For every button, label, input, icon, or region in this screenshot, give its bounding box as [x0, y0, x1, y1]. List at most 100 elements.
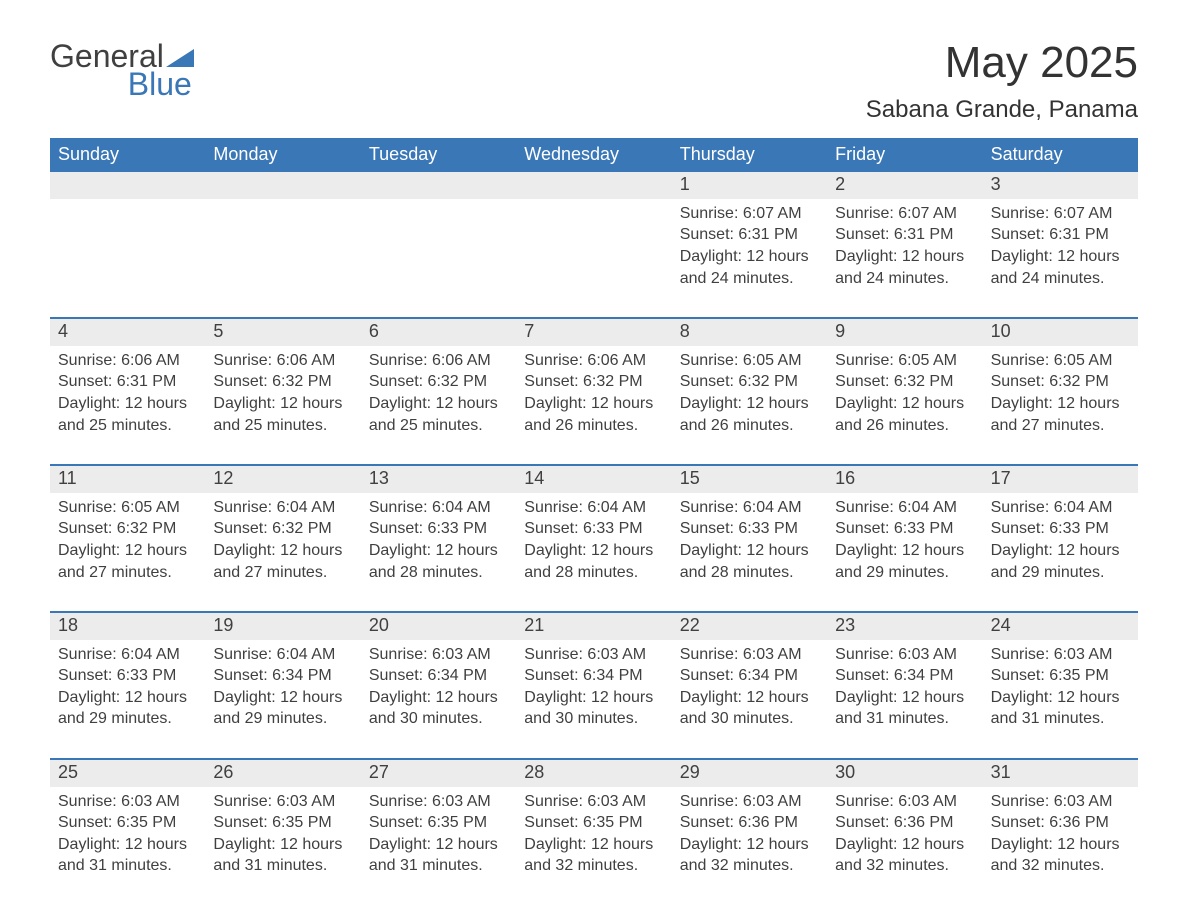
daylight-line: Daylight: 12 hours and 32 minutes.	[991, 834, 1130, 877]
calendar-day: 10Sunrise: 6:05 AMSunset: 6:32 PMDayligh…	[983, 319, 1138, 440]
calendar-day: 8Sunrise: 6:05 AMSunset: 6:32 PMDaylight…	[672, 319, 827, 440]
daylight-line: Daylight: 12 hours and 29 minutes.	[991, 540, 1130, 583]
day-body: Sunrise: 6:04 AMSunset: 6:33 PMDaylight:…	[361, 493, 516, 587]
sunset-line: Sunset: 6:34 PM	[835, 665, 974, 687]
daylight-line: Daylight: 12 hours and 26 minutes.	[680, 393, 819, 436]
daylight-line: Daylight: 12 hours and 31 minutes.	[369, 834, 508, 877]
day-body: Sunrise: 6:07 AMSunset: 6:31 PMDaylight:…	[983, 199, 1138, 293]
daylight-line: Daylight: 12 hours and 27 minutes.	[213, 540, 352, 583]
sunset-line: Sunset: 6:34 PM	[680, 665, 819, 687]
day-body: Sunrise: 6:05 AMSunset: 6:32 PMDaylight:…	[672, 346, 827, 440]
daylight-line: Daylight: 12 hours and 29 minutes.	[58, 687, 197, 730]
sunrise-line: Sunrise: 6:04 AM	[213, 497, 352, 519]
day-number	[205, 172, 360, 199]
calendar-day: 14Sunrise: 6:04 AMSunset: 6:33 PMDayligh…	[516, 466, 671, 587]
sunrise-line: Sunrise: 6:03 AM	[369, 644, 508, 666]
sunset-line: Sunset: 6:32 PM	[991, 371, 1130, 393]
calendar-day: 25Sunrise: 6:03 AMSunset: 6:35 PMDayligh…	[50, 760, 205, 881]
calendar-day: 31Sunrise: 6:03 AMSunset: 6:36 PMDayligh…	[983, 760, 1138, 881]
sunrise-line: Sunrise: 6:04 AM	[524, 497, 663, 519]
day-number: 31	[983, 760, 1138, 787]
calendar-day	[516, 172, 671, 293]
sunset-line: Sunset: 6:33 PM	[58, 665, 197, 687]
calendar-day: 6Sunrise: 6:06 AMSunset: 6:32 PMDaylight…	[361, 319, 516, 440]
dow-cell: Friday	[827, 138, 982, 172]
day-body: Sunrise: 6:06 AMSunset: 6:32 PMDaylight:…	[205, 346, 360, 440]
sunset-line: Sunset: 6:35 PM	[991, 665, 1130, 687]
dow-cell: Thursday	[672, 138, 827, 172]
day-body: Sunrise: 6:07 AMSunset: 6:31 PMDaylight:…	[827, 199, 982, 293]
day-body: Sunrise: 6:06 AMSunset: 6:31 PMDaylight:…	[50, 346, 205, 440]
day-number	[361, 172, 516, 199]
sunrise-line: Sunrise: 6:07 AM	[680, 203, 819, 225]
brand-logo-text: General Blue	[50, 40, 194, 100]
sunrise-line: Sunrise: 6:03 AM	[680, 791, 819, 813]
daylight-line: Daylight: 12 hours and 25 minutes.	[213, 393, 352, 436]
day-body: Sunrise: 6:03 AMSunset: 6:35 PMDaylight:…	[516, 787, 671, 881]
day-body: Sunrise: 6:03 AMSunset: 6:35 PMDaylight:…	[205, 787, 360, 881]
daylight-line: Daylight: 12 hours and 32 minutes.	[835, 834, 974, 877]
sunset-line: Sunset: 6:33 PM	[369, 518, 508, 540]
day-number: 6	[361, 319, 516, 346]
day-body	[50, 199, 205, 207]
calendar-day	[205, 172, 360, 293]
daylight-line: Daylight: 12 hours and 31 minutes.	[835, 687, 974, 730]
calendar-day: 21Sunrise: 6:03 AMSunset: 6:34 PMDayligh…	[516, 613, 671, 734]
sunset-line: Sunset: 6:34 PM	[369, 665, 508, 687]
daylight-line: Daylight: 12 hours and 30 minutes.	[680, 687, 819, 730]
dow-cell: Sunday	[50, 138, 205, 172]
day-body: Sunrise: 6:04 AMSunset: 6:32 PMDaylight:…	[205, 493, 360, 587]
day-number: 23	[827, 613, 982, 640]
calendar-day: 27Sunrise: 6:03 AMSunset: 6:35 PMDayligh…	[361, 760, 516, 881]
calendar-day: 7Sunrise: 6:06 AMSunset: 6:32 PMDaylight…	[516, 319, 671, 440]
calendar-day: 23Sunrise: 6:03 AMSunset: 6:34 PMDayligh…	[827, 613, 982, 734]
sunset-line: Sunset: 6:32 PM	[369, 371, 508, 393]
title-block: May 2025 Sabana Grande, Panama	[866, 40, 1138, 124]
calendar-day: 28Sunrise: 6:03 AMSunset: 6:35 PMDayligh…	[516, 760, 671, 881]
day-body: Sunrise: 6:05 AMSunset: 6:32 PMDaylight:…	[50, 493, 205, 587]
calendar-day: 29Sunrise: 6:03 AMSunset: 6:36 PMDayligh…	[672, 760, 827, 881]
daylight-line: Daylight: 12 hours and 32 minutes.	[524, 834, 663, 877]
daylight-line: Daylight: 12 hours and 24 minutes.	[991, 246, 1130, 289]
day-body: Sunrise: 6:04 AMSunset: 6:33 PMDaylight:…	[983, 493, 1138, 587]
calendar-week: 11Sunrise: 6:05 AMSunset: 6:32 PMDayligh…	[50, 464, 1138, 587]
sunrise-line: Sunrise: 6:03 AM	[369, 791, 508, 813]
day-number: 1	[672, 172, 827, 199]
calendar-week: 1Sunrise: 6:07 AMSunset: 6:31 PMDaylight…	[50, 172, 1138, 293]
day-body: Sunrise: 6:05 AMSunset: 6:32 PMDaylight:…	[983, 346, 1138, 440]
day-body: Sunrise: 6:03 AMSunset: 6:36 PMDaylight:…	[672, 787, 827, 881]
daylight-line: Daylight: 12 hours and 26 minutes.	[524, 393, 663, 436]
sunrise-line: Sunrise: 6:07 AM	[835, 203, 974, 225]
day-body: Sunrise: 6:03 AMSunset: 6:36 PMDaylight:…	[983, 787, 1138, 881]
brand-logo: General Blue	[50, 40, 194, 100]
sunset-line: Sunset: 6:32 PM	[835, 371, 974, 393]
calendar-day: 20Sunrise: 6:03 AMSunset: 6:34 PMDayligh…	[361, 613, 516, 734]
day-body: Sunrise: 6:06 AMSunset: 6:32 PMDaylight:…	[516, 346, 671, 440]
sunset-line: Sunset: 6:36 PM	[991, 812, 1130, 834]
sunset-line: Sunset: 6:32 PM	[524, 371, 663, 393]
sunrise-line: Sunrise: 6:04 AM	[369, 497, 508, 519]
day-body: Sunrise: 6:03 AMSunset: 6:34 PMDaylight:…	[516, 640, 671, 734]
daylight-line: Daylight: 12 hours and 29 minutes.	[835, 540, 974, 583]
sunrise-line: Sunrise: 6:03 AM	[991, 644, 1130, 666]
daylight-line: Daylight: 12 hours and 28 minutes.	[369, 540, 508, 583]
day-body	[361, 199, 516, 207]
daylight-line: Daylight: 12 hours and 28 minutes.	[524, 540, 663, 583]
day-number: 24	[983, 613, 1138, 640]
daylight-line: Daylight: 12 hours and 27 minutes.	[58, 540, 197, 583]
calendar-week: 25Sunrise: 6:03 AMSunset: 6:35 PMDayligh…	[50, 758, 1138, 881]
calendar-day: 11Sunrise: 6:05 AMSunset: 6:32 PMDayligh…	[50, 466, 205, 587]
calendar-day: 15Sunrise: 6:04 AMSunset: 6:33 PMDayligh…	[672, 466, 827, 587]
day-number: 12	[205, 466, 360, 493]
page-title: May 2025	[866, 40, 1138, 86]
day-number: 9	[827, 319, 982, 346]
sunrise-line: Sunrise: 6:05 AM	[991, 350, 1130, 372]
sunset-line: Sunset: 6:33 PM	[835, 518, 974, 540]
daylight-line: Daylight: 12 hours and 31 minutes.	[991, 687, 1130, 730]
daylight-line: Daylight: 12 hours and 29 minutes.	[213, 687, 352, 730]
sunrise-line: Sunrise: 6:03 AM	[835, 791, 974, 813]
calendar-day: 4Sunrise: 6:06 AMSunset: 6:31 PMDaylight…	[50, 319, 205, 440]
day-number: 14	[516, 466, 671, 493]
daylight-line: Daylight: 12 hours and 31 minutes.	[213, 834, 352, 877]
sunset-line: Sunset: 6:32 PM	[680, 371, 819, 393]
